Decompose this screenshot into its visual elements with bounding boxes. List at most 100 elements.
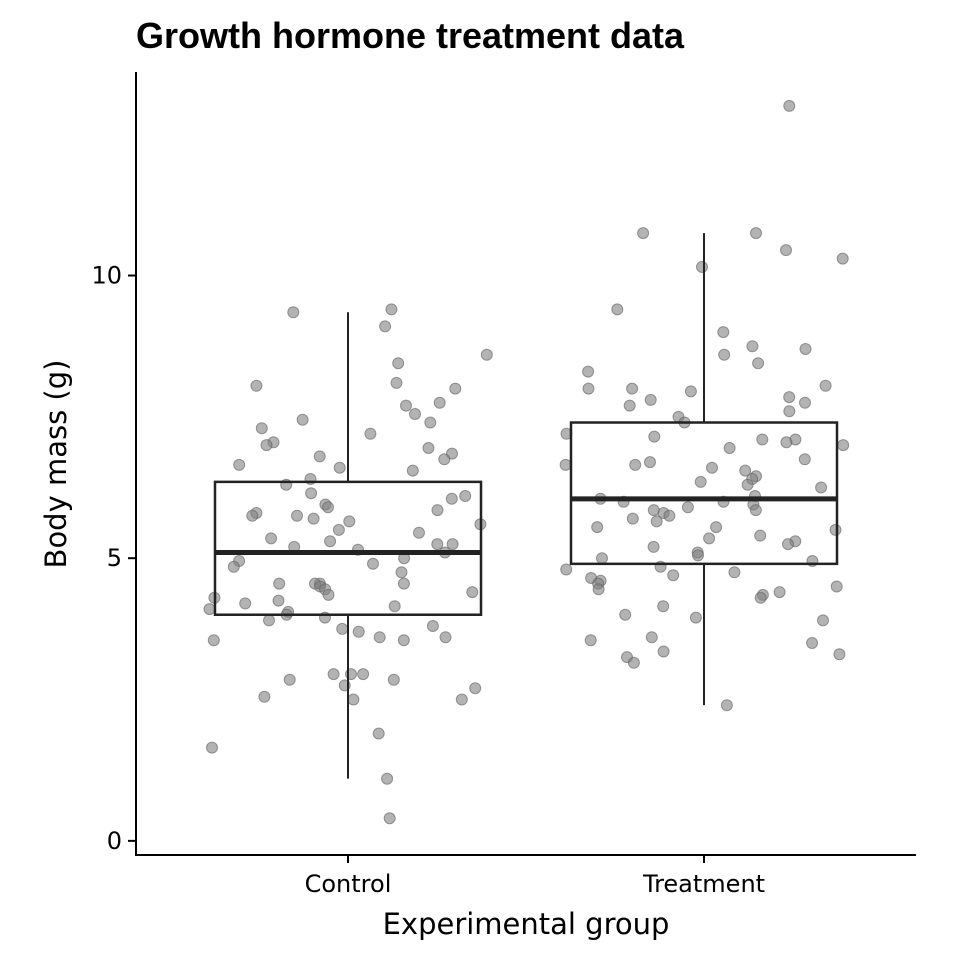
data-point	[332, 523, 345, 536]
data-point	[305, 487, 318, 500]
data-point	[819, 379, 832, 392]
data-point	[265, 532, 278, 545]
data-point	[627, 656, 640, 669]
data-point	[255, 422, 268, 435]
data-point	[400, 399, 412, 412]
data-point	[584, 634, 597, 647]
data-point	[466, 586, 479, 599]
data-point	[780, 244, 792, 257]
data-point	[227, 560, 240, 573]
x-tick-label: Control	[305, 870, 392, 898]
y-axis-ticks: 0 5 10	[91, 262, 136, 855]
data-point	[626, 512, 639, 525]
data-point	[381, 772, 394, 785]
y-tick-label: 0	[107, 827, 122, 855]
data-point	[644, 456, 656, 469]
data-point	[836, 252, 849, 265]
data-point	[750, 227, 762, 240]
data-point	[397, 634, 410, 647]
box-elements	[213, 233, 839, 779]
data-point	[239, 597, 252, 610]
data-point	[637, 227, 650, 240]
data-point	[336, 622, 349, 635]
data-point	[263, 614, 275, 627]
data-point	[694, 475, 707, 488]
data-point	[657, 600, 670, 613]
data-point	[327, 668, 340, 681]
data-point	[260, 439, 273, 452]
x-tick-label: Treatment	[642, 870, 765, 898]
data-point	[647, 504, 660, 517]
data-point	[207, 634, 220, 647]
data-point	[815, 481, 828, 494]
data-point	[626, 382, 639, 395]
data-point	[426, 620, 439, 632]
data-point	[645, 631, 658, 644]
data-point	[596, 552, 608, 565]
data-point	[367, 557, 379, 570]
data-point	[684, 385, 697, 398]
data-point	[829, 523, 842, 536]
data-point	[388, 600, 401, 613]
data-point	[333, 461, 346, 474]
data-point	[385, 303, 398, 316]
data-point	[717, 326, 730, 339]
data-point	[592, 583, 605, 596]
data-point	[246, 509, 259, 522]
data-point	[291, 509, 303, 522]
data-point	[739, 464, 752, 477]
data-point	[689, 611, 702, 624]
data-point	[799, 396, 811, 409]
data-point	[258, 690, 271, 703]
data-point	[390, 376, 403, 389]
data-point	[741, 478, 754, 491]
data-point	[347, 693, 360, 706]
data-point	[272, 594, 285, 607]
data-point	[692, 549, 704, 562]
data-point	[644, 393, 657, 406]
data-point	[397, 577, 410, 590]
data-point	[313, 450, 326, 463]
x-axis-ticks: Control Treatment	[305, 855, 765, 898]
data-point	[681, 501, 694, 514]
data-point	[773, 586, 786, 599]
data-point	[287, 306, 300, 319]
data-point	[372, 727, 385, 740]
data-point	[469, 682, 482, 695]
data-point	[746, 340, 759, 353]
data-point	[706, 461, 718, 474]
data-point	[373, 631, 386, 644]
data-point	[611, 303, 624, 316]
data-point	[383, 812, 396, 825]
data-point	[322, 588, 335, 601]
data-point	[296, 413, 309, 426]
y-tick-label: 10	[91, 262, 122, 290]
data-point	[752, 357, 765, 370]
data-point	[720, 699, 733, 712]
data-point	[619, 608, 632, 621]
data-point	[413, 526, 425, 539]
data-point	[647, 540, 660, 553]
data-point	[233, 458, 246, 471]
data-point	[728, 566, 741, 579]
data-point	[395, 566, 408, 579]
data-point	[455, 693, 468, 706]
data-point	[379, 320, 392, 333]
data-point	[648, 430, 661, 443]
data-point	[783, 391, 796, 404]
data-point	[663, 509, 676, 522]
data-point	[439, 631, 452, 644]
data-point	[273, 577, 286, 590]
data-point	[445, 492, 458, 505]
data-point	[446, 538, 459, 551]
x-axis-title: Experimental group	[383, 907, 670, 941]
iqr-box	[213, 480, 483, 616]
data-point	[357, 668, 370, 681]
data-point	[754, 529, 767, 542]
data-point	[406, 464, 419, 477]
data-point	[206, 741, 218, 754]
data-point	[756, 433, 769, 446]
data-point	[307, 512, 320, 525]
data-point	[783, 405, 796, 418]
